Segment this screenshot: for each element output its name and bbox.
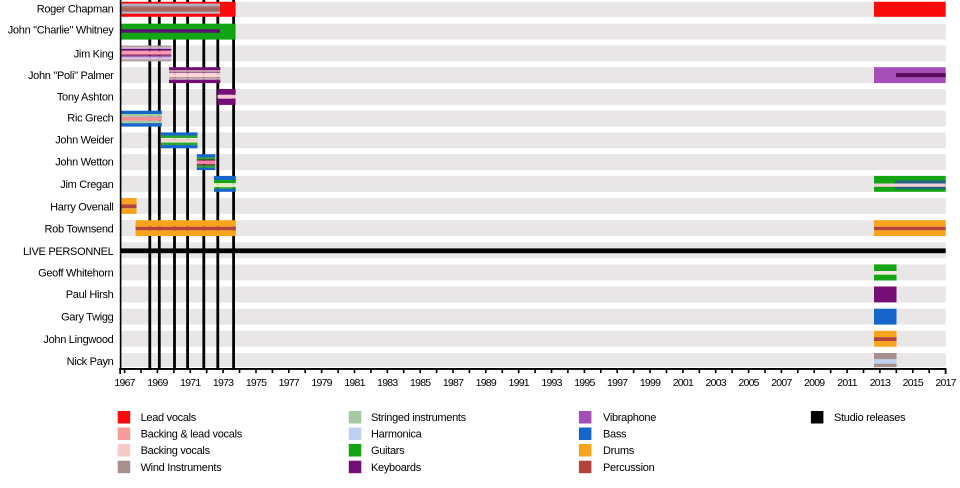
svg-text:John Wetton: John Wetton (55, 157, 113, 169)
svg-text:2013: 2013 (870, 377, 891, 389)
svg-text:1991: 1991 (509, 377, 530, 389)
svg-text:1977: 1977 (279, 377, 300, 389)
svg-text:Bass: Bass (603, 429, 627, 441)
svg-text:1989: 1989 (476, 377, 497, 389)
svg-text:1967: 1967 (114, 377, 135, 389)
svg-text:Ric Grech: Ric Grech (67, 113, 113, 125)
svg-text:1995: 1995 (574, 377, 595, 389)
svg-text:1987: 1987 (443, 377, 464, 389)
svg-text:Roger Chapman: Roger Chapman (37, 4, 114, 16)
svg-text:John "Poli" Palmer: John "Poli" Palmer (28, 70, 114, 82)
svg-text:Wind Instruments: Wind Instruments (141, 462, 223, 474)
svg-text:2011: 2011 (837, 377, 857, 389)
svg-text:1971: 1971 (180, 377, 201, 389)
svg-text:2015: 2015 (903, 377, 924, 389)
svg-text:1997: 1997 (607, 377, 628, 389)
svg-text:Keyboards: Keyboards (371, 462, 422, 474)
svg-text:Backing & lead vocals: Backing & lead vocals (141, 429, 243, 441)
svg-text:Harmonica: Harmonica (371, 429, 423, 441)
svg-text:1981: 1981 (344, 377, 365, 389)
svg-text:John "Charlie" Whitney: John "Charlie" Whitney (8, 25, 115, 37)
svg-text:Drums: Drums (603, 445, 635, 457)
svg-text:Jim Cregan: Jim Cregan (60, 179, 113, 191)
svg-text:John Lingwood: John Lingwood (43, 334, 113, 346)
svg-text:Harry Ovenall: Harry Ovenall (50, 201, 113, 213)
svg-text:1969: 1969 (147, 377, 168, 389)
svg-text:John Weider: John Weider (55, 135, 114, 147)
svg-text:Backing vocals: Backing vocals (141, 445, 211, 457)
svg-text:Gary Twigg: Gary Twigg (61, 312, 114, 324)
svg-text:Stringed instruments: Stringed instruments (371, 412, 467, 424)
svg-text:2005: 2005 (738, 377, 759, 389)
svg-text:Paul Hirsh: Paul Hirsh (66, 289, 114, 301)
svg-text:Tony Ashton: Tony Ashton (57, 91, 114, 103)
svg-text:Geoff Whitehorn: Geoff Whitehorn (38, 268, 114, 280)
svg-text:2017: 2017 (935, 377, 956, 389)
svg-text:Jim King: Jim King (74, 49, 114, 61)
svg-text:1999: 1999 (640, 377, 661, 389)
svg-text:Percussion: Percussion (603, 462, 655, 474)
svg-text:Nick Payn: Nick Payn (67, 356, 114, 368)
svg-text:2001: 2001 (673, 377, 694, 389)
svg-text:1975: 1975 (246, 377, 267, 389)
svg-text:Lead vocals: Lead vocals (141, 412, 197, 424)
svg-text:Vibraphone: Vibraphone (603, 412, 656, 424)
svg-text:Studio releases: Studio releases (834, 412, 906, 424)
svg-text:2007: 2007 (771, 377, 792, 389)
svg-text:1973: 1973 (213, 377, 234, 389)
svg-text:1993: 1993 (541, 377, 562, 389)
svg-text:2003: 2003 (706, 377, 727, 389)
svg-text:LIVE PERSONNEL: LIVE PERSONNEL (23, 246, 114, 258)
svg-text:1985: 1985 (410, 377, 431, 389)
svg-text:1979: 1979 (311, 377, 332, 389)
svg-text:Guitars: Guitars (371, 445, 405, 457)
svg-text:2009: 2009 (804, 377, 825, 389)
svg-text:1983: 1983 (377, 377, 398, 389)
svg-text:Rob Townsend: Rob Townsend (45, 224, 114, 236)
